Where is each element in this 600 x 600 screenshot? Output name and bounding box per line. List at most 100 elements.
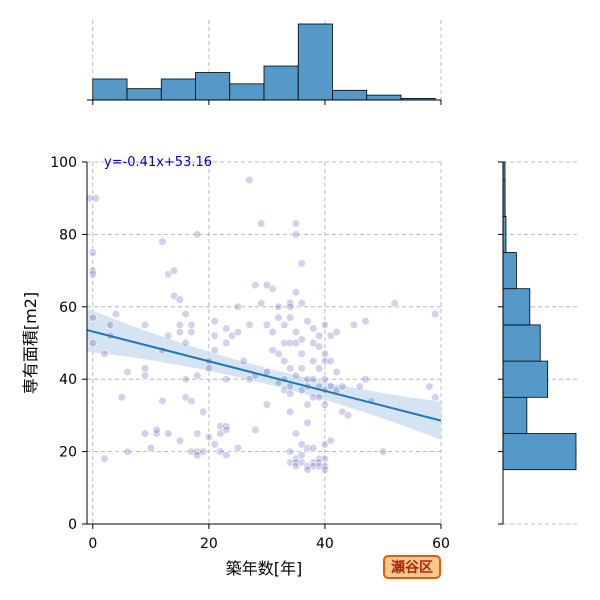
data-point	[239, 357, 248, 366]
data-point	[431, 393, 440, 402]
data-point	[164, 429, 173, 438]
y-hist-bar	[502, 252, 517, 290]
data-point	[280, 338, 289, 348]
data-point	[309, 375, 318, 384]
data-point	[216, 447, 225, 456]
data-point	[297, 335, 306, 344]
data-point	[210, 317, 219, 326]
data-point	[315, 331, 324, 340]
data-point	[123, 367, 132, 377]
data-point	[216, 422, 225, 431]
x-hist-bar	[195, 72, 231, 101]
data-point	[309, 393, 318, 402]
x-tick-label: 60	[432, 536, 450, 552]
data-point	[291, 230, 301, 239]
data-point	[198, 447, 208, 456]
data-point	[140, 320, 150, 330]
data-point	[175, 328, 184, 337]
region-badge: 瀬谷区	[383, 555, 441, 579]
x-marginal-histogram	[87, 20, 442, 105]
y-hist-bar	[502, 360, 549, 398]
data-point	[378, 447, 388, 456]
data-point	[303, 465, 312, 474]
data-point	[303, 400, 312, 409]
data-point	[193, 230, 202, 239]
data-point	[100, 454, 109, 463]
data-point	[158, 237, 167, 246]
data-point	[245, 375, 254, 384]
data-point	[187, 328, 196, 337]
data-point	[355, 382, 364, 391]
data-point	[245, 176, 254, 185]
data-point	[291, 328, 301, 337]
data-point	[338, 407, 347, 416]
data-point	[222, 375, 231, 384]
data-point	[268, 284, 277, 293]
data-point	[291, 429, 301, 438]
data-point	[320, 357, 330, 366]
data-point	[169, 266, 179, 275]
data-point	[140, 364, 150, 373]
data-point	[320, 400, 330, 409]
data-point	[274, 349, 283, 358]
data-point	[286, 389, 295, 398]
data-point	[320, 454, 330, 463]
data-point	[216, 429, 225, 438]
x-hist-bar	[126, 88, 162, 101]
data-point	[291, 338, 301, 348]
x-hist-bar	[366, 94, 402, 101]
y-tick-label: 40	[59, 372, 77, 388]
data-point	[256, 299, 266, 308]
data-point	[280, 385, 289, 395]
data-point	[187, 447, 196, 456]
regression-line	[86, 329, 442, 422]
data-point	[88, 248, 97, 257]
data-point	[303, 418, 312, 427]
data-point	[309, 338, 318, 348]
data-point	[315, 364, 324, 373]
data-point	[286, 407, 295, 416]
y-tick-label: 80	[59, 227, 77, 243]
data-point	[222, 338, 231, 348]
data-point	[233, 443, 242, 453]
data-point	[297, 458, 306, 467]
data-point	[344, 411, 353, 420]
data-point	[291, 288, 301, 297]
x-hist-bar	[92, 78, 128, 101]
data-point	[106, 320, 115, 330]
data-point	[286, 338, 295, 348]
data-point	[251, 425, 260, 434]
data-point	[88, 270, 97, 279]
data-point	[233, 328, 242, 337]
data-point	[326, 357, 335, 366]
data-point	[222, 451, 231, 460]
main-axes: 0 20 40 60 0 20 40 60 80 100	[50, 155, 450, 552]
regression-equation: y=-0.41x+53.16	[104, 155, 212, 170]
y-axis-label: 専有面積[m2]	[21, 292, 40, 394]
data-point	[193, 451, 202, 460]
x-tick-label: 40	[316, 536, 334, 552]
data-point	[262, 280, 272, 290]
y-tick-label: 20	[59, 445, 77, 461]
data-point	[286, 302, 295, 311]
data-point	[286, 382, 295, 391]
data-point	[140, 371, 150, 380]
data-point	[320, 375, 330, 384]
data-point	[85, 194, 95, 203]
data-point	[390, 299, 399, 308]
data-point	[315, 461, 324, 471]
data-point	[303, 443, 312, 453]
data-point	[175, 320, 184, 330]
data-point	[297, 349, 306, 358]
data-point	[123, 447, 132, 456]
x-hist-bar	[297, 23, 333, 101]
data-point	[268, 346, 277, 355]
data-point	[181, 338, 190, 348]
data-point	[297, 259, 306, 268]
data-point	[286, 447, 295, 456]
data-point	[309, 443, 318, 453]
data-point	[297, 364, 306, 373]
data-point	[181, 375, 190, 384]
y-hist-bar	[502, 433, 577, 471]
